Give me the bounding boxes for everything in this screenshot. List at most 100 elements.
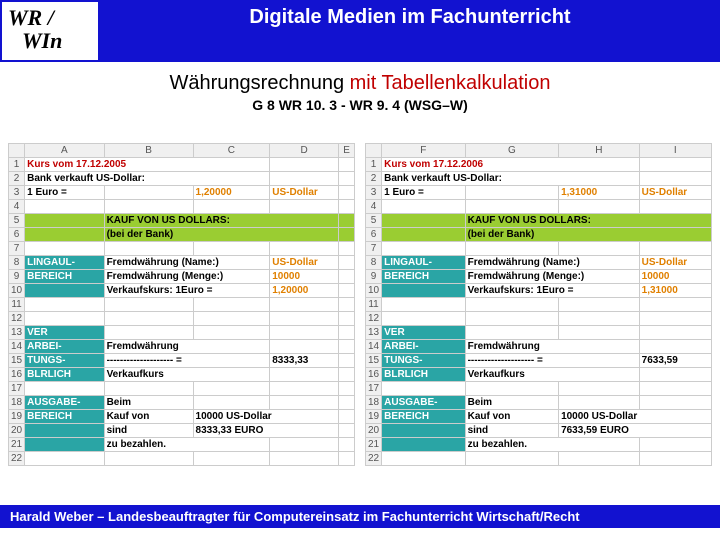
cell[interactable]: 8333,33 EURO: [193, 424, 339, 438]
cell[interactable]: -------------------- =: [465, 354, 639, 368]
cell[interactable]: Verkaufskurs: 1Euro =: [465, 284, 639, 298]
cell[interactable]: 1,31000: [559, 186, 640, 200]
cell[interactable]: KAUF VON US DOLLARS:: [465, 214, 711, 228]
cell[interactable]: BEREICH: [382, 270, 465, 284]
cell[interactable]: 1 Euro =: [382, 186, 465, 200]
cell[interactable]: Kauf von: [104, 410, 193, 424]
cell[interactable]: 8333,33: [270, 354, 339, 368]
cell[interactable]: 10000: [639, 270, 711, 284]
col-header: F: [382, 144, 465, 158]
cell[interactable]: BEREICH: [25, 410, 104, 424]
row-header: 11: [366, 298, 382, 312]
row-header: 16: [9, 368, 25, 382]
row-header: 17: [366, 382, 382, 396]
cell[interactable]: zu bezahlen.: [104, 438, 270, 452]
cell[interactable]: 10000 US-Dollar: [559, 410, 712, 424]
row-header: 1: [9, 158, 25, 172]
row-header: 12: [366, 312, 382, 326]
row-header: 18: [366, 396, 382, 410]
cell[interactable]: Beim: [104, 396, 193, 410]
cell[interactable]: TUNGS-: [25, 354, 104, 368]
cell[interactable]: Kauf von: [465, 410, 558, 424]
cell[interactable]: Kurs vom 17.12.2006: [382, 158, 640, 172]
spreadsheet-table-right: F G H I 1 Kurs vom 17.12.2006 2 Bank ver…: [365, 143, 712, 466]
sheet-2005: A B C D E 1 Kurs vom 17.12.2005 2 Bank v…: [8, 143, 355, 466]
cell[interactable]: US-Dollar: [270, 256, 339, 270]
cell[interactable]: Verkaufkurs: [465, 368, 639, 382]
row-header: 17: [9, 382, 25, 396]
cell[interactable]: Fremdwährung (Menge:): [104, 270, 270, 284]
cell[interactable]: US-Dollar: [639, 256, 711, 270]
cell[interactable]: Bank verkauft US-Dollar:: [25, 172, 270, 186]
row-header: 8: [9, 256, 25, 270]
cell[interactable]: Fremdwährung (Name:): [465, 256, 639, 270]
cell[interactable]: BEREICH: [25, 270, 104, 284]
row-header: 19: [9, 410, 25, 424]
cell[interactable]: sind: [465, 424, 558, 438]
cell[interactable]: 1,31000: [639, 284, 711, 298]
row-header: 15: [9, 354, 25, 368]
row-header: 9: [9, 270, 25, 284]
cell[interactable]: 1,20000: [270, 284, 339, 298]
cell[interactable]: ARBEI-: [382, 340, 465, 354]
cell[interactable]: 10000: [270, 270, 339, 284]
subtitle: Währungsrechnung mit Tabellenkalkulation: [0, 72, 720, 95]
row-header: 13: [9, 326, 25, 340]
subtitle-red: mit Tabellenkalkulation: [350, 72, 551, 94]
cell[interactable]: zu bezahlen.: [465, 438, 639, 452]
cell[interactable]: BLRLICH: [382, 368, 465, 382]
cell[interactable]: 7633,59: [639, 354, 711, 368]
cell[interactable]: LINGAUL-: [382, 256, 465, 270]
cell[interactable]: Verkaufskurs: 1Euro =: [104, 284, 270, 298]
col-header: I: [639, 144, 711, 158]
cell[interactable]: Fremdwährung: [104, 340, 270, 354]
footer-bar: Harald Weber – Landesbeauftragter für Co…: [0, 505, 720, 528]
cell[interactable]: ARBEI-: [25, 340, 104, 354]
col-header: A: [25, 144, 104, 158]
row-header: 21: [366, 438, 382, 452]
cell[interactable]: TUNGS-: [382, 354, 465, 368]
cell[interactable]: BEREICH: [382, 410, 465, 424]
cell[interactable]: -------------------- =: [104, 354, 270, 368]
header-bar: WR / WIn Digitale Medien im Fachunterric…: [0, 0, 720, 62]
cell[interactable]: (bei der Bank): [104, 228, 339, 242]
cell[interactable]: Bank verkauft US-Dollar:: [382, 172, 640, 186]
cell[interactable]: US-Dollar: [270, 186, 339, 200]
cell[interactable]: Fremdwährung (Menge:): [465, 270, 639, 284]
cell[interactable]: Kurs vom 17.12.2005: [25, 158, 270, 172]
logo-line1: WR /: [8, 6, 92, 29]
spreadsheet-table-left: A B C D E 1 Kurs vom 17.12.2005 2 Bank v…: [8, 143, 355, 466]
row-header: 2: [9, 172, 25, 186]
cell[interactable]: KAUF VON US DOLLARS:: [104, 214, 339, 228]
cell[interactable]: AUSGABE-: [382, 396, 465, 410]
cell[interactable]: VER: [382, 326, 465, 340]
row-header: 20: [9, 424, 25, 438]
cell[interactable]: Beim: [465, 396, 558, 410]
cell[interactable]: Fremdwährung (Name:): [104, 256, 270, 270]
col-header: E: [339, 144, 355, 158]
cell[interactable]: Verkaufkurs: [104, 368, 270, 382]
cell[interactable]: sind: [104, 424, 193, 438]
cell[interactable]: 1 Euro =: [25, 186, 104, 200]
cell[interactable]: Fremdwährung: [465, 340, 639, 354]
cell[interactable]: 10000 US-Dollar: [193, 410, 339, 424]
cell[interactable]: BLRLICH: [25, 368, 104, 382]
subtitle-black: Währungsrechnung: [170, 72, 350, 94]
row-header: 1: [366, 158, 382, 172]
cell[interactable]: (bei der Bank): [465, 228, 711, 242]
cell[interactable]: 1,20000: [193, 186, 270, 200]
cell[interactable]: AUSGABE-: [25, 396, 104, 410]
row-header: 14: [9, 340, 25, 354]
row-header: 22: [9, 452, 25, 466]
row-header: 3: [9, 186, 25, 200]
cell[interactable]: 7633,59 EURO: [559, 424, 712, 438]
row-header: 6: [366, 228, 382, 242]
cell[interactable]: LINGAUL-: [25, 256, 104, 270]
row-header: 22: [366, 452, 382, 466]
col-header: D: [270, 144, 339, 158]
row-header: 5: [366, 214, 382, 228]
row-header: 11: [9, 298, 25, 312]
row-header: 18: [9, 396, 25, 410]
cell[interactable]: US-Dollar: [639, 186, 711, 200]
cell[interactable]: VER: [25, 326, 104, 340]
